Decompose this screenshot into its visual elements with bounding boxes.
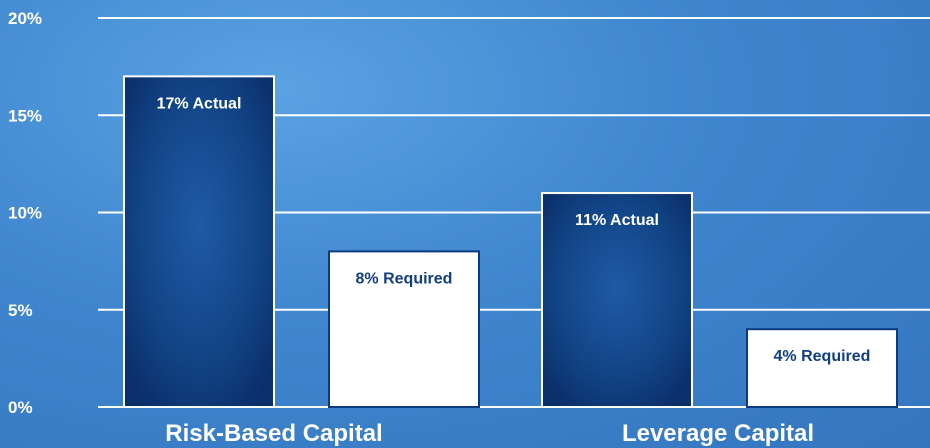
- bar-required: [746, 328, 898, 409]
- x-axis-categories: Risk-Based Capital Leverage Capital: [165, 420, 814, 447]
- y-tick-label: 10%: [8, 204, 42, 223]
- bar-required: [328, 250, 480, 408]
- bar-actual: [541, 192, 693, 408]
- y-tick-label: 5%: [8, 301, 33, 320]
- y-tick-label: 20%: [8, 9, 42, 28]
- y-tick-label: 15%: [8, 106, 42, 125]
- y-tick-label: 0%: [8, 398, 33, 417]
- bar-required-label: 4% Required: [774, 348, 871, 365]
- category-label: Risk-Based Capital: [165, 420, 382, 447]
- y-axis-ticks: 0% 5% 10% 15% 20%: [8, 9, 42, 417]
- bars: 17% Actual 8% Required 11% Actual 4% Requir…: [123, 75, 898, 409]
- bar-actual-label: 11% Actual: [575, 212, 659, 229]
- category-label: Leverage Capital: [622, 420, 814, 447]
- bar-required-label: 8% Required: [356, 270, 453, 287]
- bar-actual-label: 17% Actual: [157, 95, 242, 112]
- bar-actual: [123, 75, 275, 408]
